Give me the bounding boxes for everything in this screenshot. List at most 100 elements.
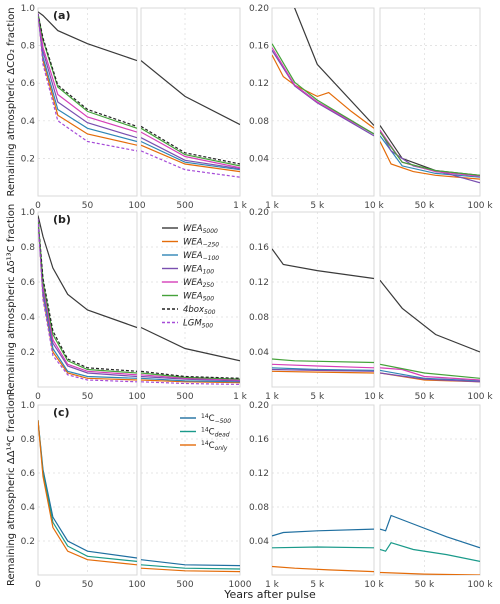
series-line-WEA-100-b [141, 377, 240, 383]
x-tick-label: 1 k [265, 201, 280, 211]
y-tick-label: 0.8 [21, 243, 36, 253]
x-tick-label: 50 k [415, 580, 435, 590]
x-tick-label: 0 [35, 580, 41, 590]
legend-sup: 14 [201, 440, 209, 447]
y-tick-label: 0.12 [249, 469, 269, 479]
y-axis-label-b: Remaining atmospheric Δδ¹³C fraction [6, 204, 17, 395]
series-line-WEA500-a [380, 131, 480, 176]
series-line-WEA250-a [38, 13, 137, 133]
x-tick-label: 50 [82, 392, 94, 402]
series-line-WEA5000-a [380, 125, 480, 176]
legend-label-14C-500: 14C−500 [201, 413, 231, 425]
x-tick-label: 0 [35, 392, 41, 402]
x-axis-label: Years after pulse [223, 588, 316, 601]
series-line-WEA5000-b [380, 279, 480, 353]
y-tick-label: 0.2 [21, 348, 35, 358]
y-tick-label: 0.04 [249, 154, 269, 164]
x-tick-label: 5 k [310, 392, 325, 402]
y-tick-label: 0.6 [21, 469, 36, 479]
legend-label-LGM500: LGM500 [183, 319, 213, 330]
y-tick-label: 0.4 [21, 313, 36, 323]
legend-label-WEA500: WEA500 [183, 292, 214, 303]
x-tick-label: 1 k [233, 201, 248, 211]
legend-sub: 500 [204, 309, 216, 316]
y-tick-label: 0.04 [249, 537, 269, 547]
y-tick-label: 0.08 [249, 117, 269, 127]
series-line-WEA5000-b [141, 326, 240, 362]
legend-label-WEA-250: WEA−250 [183, 238, 219, 249]
panel-label-b: (b) [53, 213, 71, 226]
series-line-WEA-250-a [141, 144, 240, 173]
axes-frame-c-2 [271, 404, 375, 576]
x-tick-label: 1 k [265, 392, 280, 402]
axes-frame-a-0 [37, 7, 138, 197]
x-tick-label: 10 k [364, 580, 384, 590]
x-tick-label: 100 [128, 580, 145, 590]
x-tick-label: 50 [82, 201, 94, 211]
series-line-4box500-a [141, 125, 240, 165]
axes-frame-a-3 [379, 7, 481, 197]
series-line-WEA5000-a [141, 60, 240, 126]
legend-b: WEA5000WEA−250WEA−100WEA100WEA250WEA5004… [162, 224, 219, 330]
legend-label-WEA5000: WEA5000 [183, 224, 218, 235]
legend-label-WEA100: WEA100 [183, 265, 214, 276]
series-line-LGM500-a [141, 150, 240, 178]
series-line-WEA-250-a [380, 141, 480, 180]
legend-sub: only [215, 445, 228, 452]
legend-base: C [209, 428, 215, 438]
legend-label-14Conly: 14Conly [201, 440, 228, 452]
legend-base: WEA [183, 238, 203, 248]
legend-sub: 500 [203, 296, 215, 303]
series-line-WEA500-b [380, 363, 480, 379]
legend-base: WEA [183, 251, 203, 261]
series-line-14Conly-c [272, 565, 374, 573]
series-line-14C-500-c [380, 514, 480, 549]
series-line-WEA500-b [141, 372, 240, 380]
series-line-14Cdead-c [380, 541, 480, 562]
y-tick-label: 0.08 [249, 313, 269, 323]
legend-base: WEA [183, 278, 203, 288]
series-line-WEA-100-a [141, 140, 240, 171]
legend-label-WEA250: WEA250 [183, 278, 214, 289]
y-tick-label: 1.0 [21, 401, 36, 411]
legend-sub: 100 [203, 269, 215, 276]
series-line-WEA100-b [380, 372, 480, 383]
x-tick-label: 100 k [467, 580, 493, 590]
x-tick-label: 100 [128, 392, 145, 402]
y-tick-label: 0.2 [21, 537, 35, 547]
axes-frame-b-3 [379, 211, 481, 388]
y-tick-label: 0.16 [249, 42, 269, 52]
axes-frame-a-1 [140, 7, 241, 197]
x-tick-label: 500 [176, 392, 193, 402]
series-line-14Cdead-c [141, 564, 240, 570]
x-tick-label: 10 k [364, 201, 384, 211]
x-tick-label: 1 k [265, 580, 280, 590]
x-tick-label: 1 k [233, 392, 248, 402]
series-line-14Conly-c [380, 571, 480, 575]
axes-frame-c-0 [37, 404, 138, 576]
series-line-WEA500-a [272, 43, 374, 135]
legend-base: 4box [183, 305, 205, 315]
series-line-WEA500-a [38, 13, 137, 129]
y-tick-label: 0.08 [249, 503, 269, 513]
legend-sub: −250 [203, 242, 220, 249]
axes-frame-c-1 [140, 404, 241, 576]
series-line-WEA-100-a [272, 49, 374, 135]
series-line-LGM500-b [38, 218, 137, 383]
y-tick-label: 0.2 [21, 154, 35, 164]
y-tick-label: 0.20 [249, 401, 269, 411]
series-line-WEA100-a [272, 49, 374, 137]
x-tick-label: 10 k [364, 392, 384, 402]
y-tick-label: 0.12 [249, 79, 269, 89]
y-tick-label: 1.0 [21, 4, 36, 14]
x-tick-label: 100 k [467, 392, 493, 402]
series-line-WEA5000-b [38, 215, 137, 329]
y-tick-label: 0.20 [249, 4, 269, 14]
legend-base: WEA [183, 265, 203, 275]
y-tick-label: 0.6 [21, 278, 36, 288]
x-tick-label: 100 [128, 201, 145, 211]
series-line-14C-500-c [141, 559, 240, 567]
series-line-WEA-250-b [272, 370, 374, 374]
